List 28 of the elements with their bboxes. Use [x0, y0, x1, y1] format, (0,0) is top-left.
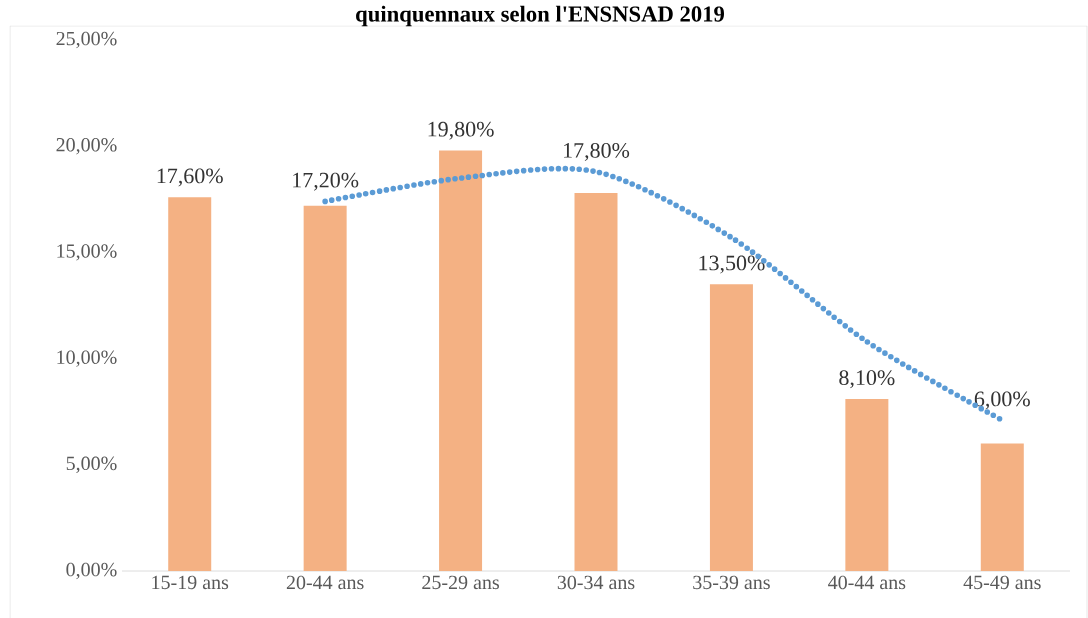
data-label: 6,00% — [974, 391, 1030, 410]
data-label: 17,80% — [564, 142, 630, 161]
x-tick-label: 20-44 ans — [286, 575, 364, 590]
bar — [845, 398, 889, 571]
bar — [574, 192, 618, 571]
x-tick-label: 25-29 ans — [422, 575, 499, 590]
x-tick-label: 40-44 ans — [828, 575, 906, 590]
x-tick-label: 15-19 ans — [152, 575, 229, 590]
data-label: 8,10% — [839, 370, 895, 389]
bar — [709, 284, 753, 571]
data-label: 13,50% — [699, 255, 765, 274]
y-tick-label: 10,00% — [57, 350, 117, 367]
y-tick-label: 25,00% — [56, 31, 117, 49]
y-tick-label: 0,00% — [66, 562, 117, 580]
bar — [980, 443, 1024, 571]
y-tick-label: 5,00% — [66, 456, 117, 473]
y-tick-label: 20,00% — [56, 138, 117, 155]
x-tick-label: 30-34 ans — [557, 575, 635, 590]
chart-title: quinquennaux selon l'ENSNSAD 2019 — [356, 5, 725, 27]
bar — [168, 197, 212, 571]
data-label: 19,80% — [428, 121, 494, 140]
x-tick-label: 35-39 ans — [693, 575, 770, 590]
data-label: 17,20% — [293, 172, 359, 191]
bar — [439, 150, 483, 571]
y-tick-label: 15,00% — [57, 244, 117, 261]
x-tick-label: 45-49 ans — [963, 575, 1041, 590]
bar — [303, 205, 347, 571]
data-label: 17,60% — [157, 168, 223, 187]
